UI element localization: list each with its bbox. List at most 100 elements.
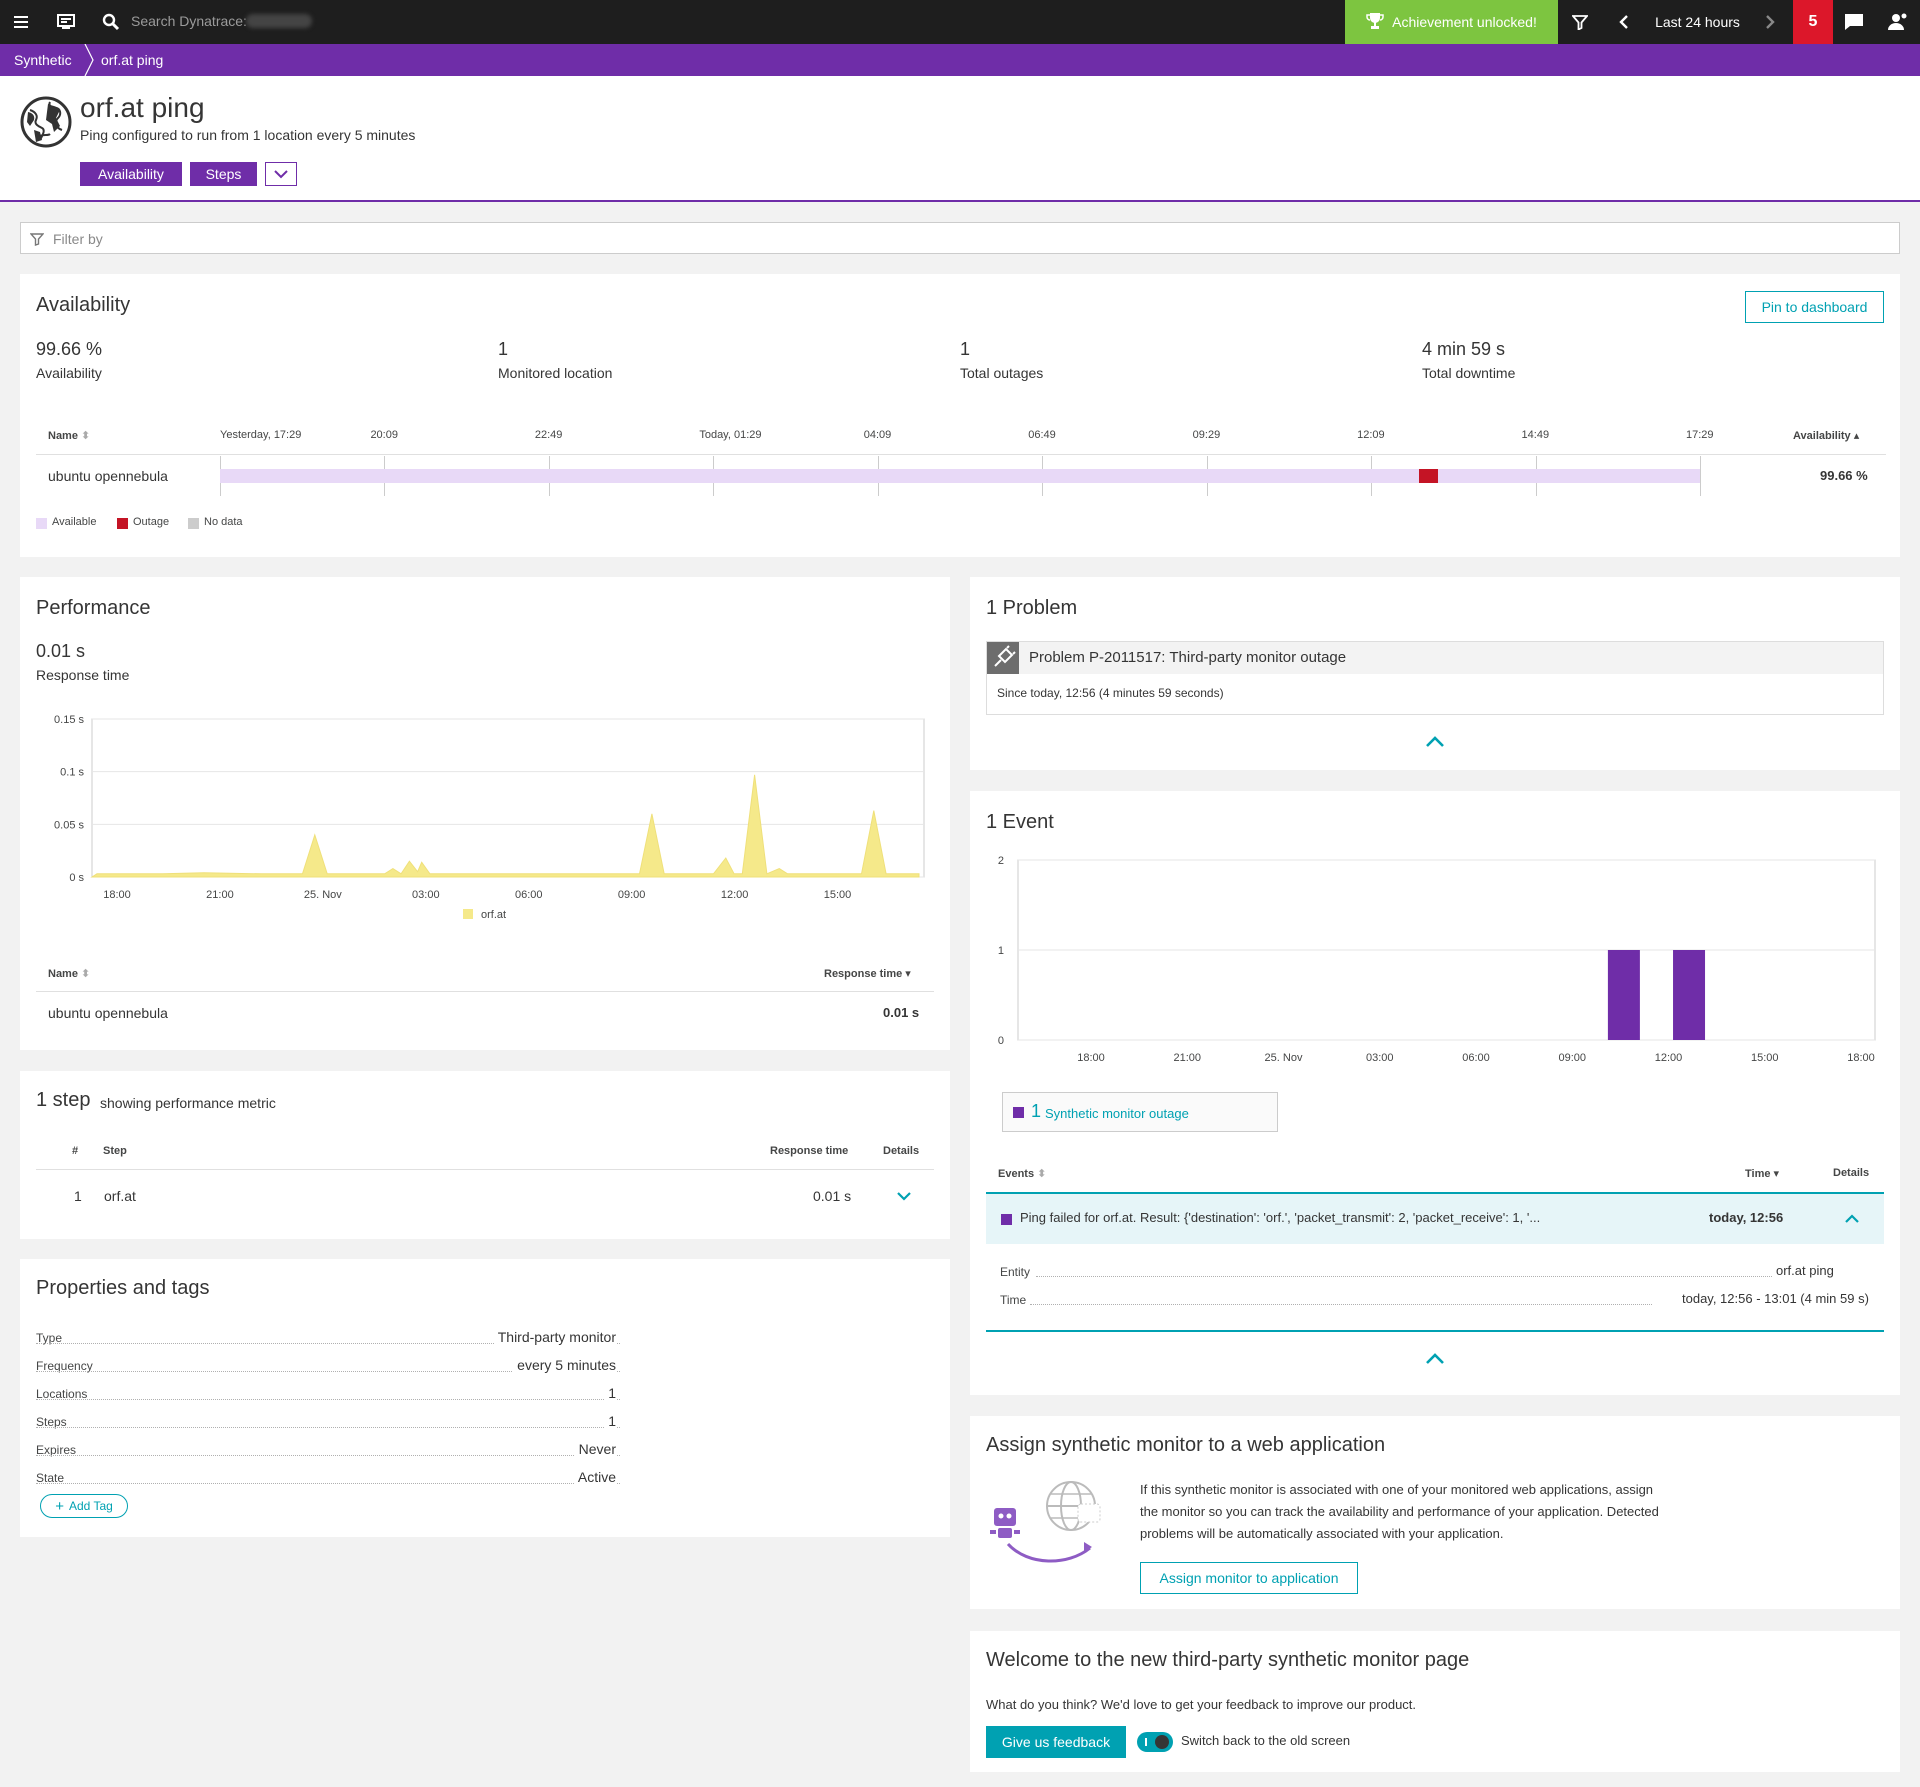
table-divider xyxy=(36,991,934,992)
x-tick-label: 06:00 xyxy=(515,889,543,901)
timeline-tick-label: 22:49 xyxy=(534,429,563,441)
steps-title: 1 step xyxy=(36,1089,91,1111)
switch-old-screen-toggle[interactable] xyxy=(1137,1732,1173,1752)
timeframe-selector[interactable]: Last 24 hours xyxy=(1655,14,1740,30)
chevron-up-icon[interactable] xyxy=(1425,1351,1445,1365)
menu-icon[interactable] xyxy=(8,0,36,44)
chevron-down-icon xyxy=(274,170,288,179)
event-entity-label: Entity xyxy=(1000,1265,1031,1279)
perf-col-response[interactable]: Response time ▾ xyxy=(824,968,911,980)
y-tick-label: 0.15 s xyxy=(54,714,84,726)
y-tick-label: 0.05 s xyxy=(54,819,84,831)
dotted-leader xyxy=(1030,1304,1652,1305)
user-icon[interactable] xyxy=(1884,0,1912,44)
chevron-right-icon[interactable] xyxy=(1758,0,1782,44)
steps-col-response: Response time xyxy=(770,1145,849,1157)
breadcrumb-synthetic[interactable]: Synthetic xyxy=(14,52,72,68)
chart-frame xyxy=(91,718,925,878)
page-header: orf.at ping Ping configured to run from … xyxy=(0,76,1920,202)
chevron-up-icon[interactable] xyxy=(1844,1212,1860,1224)
legend-available-swatch xyxy=(36,518,47,529)
x-tick-label: 25. Nov xyxy=(1265,1052,1303,1064)
legend-nodata-swatch xyxy=(188,518,199,529)
col-name-header[interactable]: Name ⬍ xyxy=(48,430,91,442)
plus-icon: + xyxy=(55,1497,64,1515)
property-label: Type xyxy=(36,1331,63,1345)
breadcrumb: Synthetic orf.at ping xyxy=(0,44,1920,76)
step-row-value: 0.01 s xyxy=(813,1188,852,1204)
problem-count-badge[interactable]: 5 xyxy=(1793,0,1833,44)
x-tick-label: 21:00 xyxy=(206,889,234,901)
legend-nodata: No data xyxy=(204,516,243,528)
filter-icon[interactable] xyxy=(1568,0,1592,44)
x-tick-label: 18:00 xyxy=(1077,1052,1105,1064)
legend-swatch xyxy=(463,909,473,919)
step-row-name[interactable]: orf.at xyxy=(104,1188,136,1204)
x-tick-label: 12:00 xyxy=(721,889,749,901)
achievement-label: Achievement unlocked! xyxy=(1392,14,1537,30)
event-card: 1 Event 2 1 0 18:00 21:00 25. Nov 03:00 06:00 09… xyxy=(970,791,1900,1395)
filter-bar[interactable]: Filter by xyxy=(20,222,1900,254)
x-tick-label: 25. Nov xyxy=(304,889,342,901)
events-col-events[interactable]: Events ⬍ xyxy=(998,1168,1047,1180)
availability-row-name[interactable]: ubuntu opennebula xyxy=(48,468,168,484)
events-col-time[interactable]: Time ▾ xyxy=(1745,1168,1780,1180)
kpi-availability-label: Availability xyxy=(36,365,102,381)
property-label: Expires xyxy=(36,1443,77,1457)
steps-col-num: # xyxy=(72,1145,79,1157)
timeline-tick-label: Yesterday, 17:29 xyxy=(220,429,302,441)
x-tick-label: 09:00 xyxy=(1558,1052,1586,1064)
event-bar xyxy=(1607,950,1640,1040)
event-row-text: Ping failed for orf.at. Result: {'destin… xyxy=(1020,1210,1541,1225)
x-tick-label: 03:00 xyxy=(1366,1052,1394,1064)
x-tick-label: 09:00 xyxy=(618,889,646,901)
breadcrumb-current[interactable]: orf.at ping xyxy=(101,52,164,68)
event-chart[interactable]: 2 1 0 18:00 21:00 25. Nov 03:00 06:00 09:00 12:00… xyxy=(970,846,1900,1076)
problem-name[interactable]: Problem P-2011517: Third-party monitor o… xyxy=(1029,649,1347,666)
timeline-tick-label: 14:49 xyxy=(1521,429,1550,441)
event-row[interactable]: Ping failed for orf.at. Result: {'destin… xyxy=(986,1194,1884,1244)
achievement-banner[interactable]: Achievement unlocked! xyxy=(1345,0,1558,44)
perf-col-name[interactable]: Name ⬍ xyxy=(48,968,91,980)
welcome-card: Welcome to the new third-party synthetic… xyxy=(970,1631,1900,1772)
chat-icon[interactable] xyxy=(1840,0,1868,44)
problem-item[interactable]: Problem P-2011517: Third-party monitor o… xyxy=(986,641,1884,715)
search-icon[interactable] xyxy=(98,0,124,44)
property-label: Steps xyxy=(36,1415,67,1429)
timeline-tick-label: 09:29 xyxy=(1192,429,1221,441)
y-tick-label: 2 xyxy=(998,855,1004,867)
trophy-icon xyxy=(1366,12,1384,33)
response-time-label: Response time xyxy=(36,667,130,683)
timeline-tick-label: 06:49 xyxy=(1028,429,1056,441)
page-title: orf.at ping xyxy=(80,92,205,123)
chevron-up-icon[interactable] xyxy=(1425,734,1445,748)
steps-col-details: Details xyxy=(883,1145,920,1157)
response-time-chart[interactable]: 0.15 s 0.1 s 0.05 s 0 s 18:00 21:00 25. Nov 03:… xyxy=(20,707,950,927)
page-subtitle: Ping configured to run from 1 location e… xyxy=(80,127,416,143)
assign-monitor-button[interactable]: Assign monitor to application xyxy=(1140,1562,1358,1594)
add-tag-button[interactable]: + Add Tag xyxy=(40,1494,128,1518)
availability-row-value: 99.66 % xyxy=(1820,468,1868,483)
outage-marker[interactable] xyxy=(1418,469,1438,483)
property-value: 1 xyxy=(604,1385,616,1401)
chevron-down-icon[interactable] xyxy=(896,1191,912,1203)
event-entity-value[interactable]: orf.at ping xyxy=(1776,1263,1834,1278)
event-row-time: today, 12:56 xyxy=(1709,1210,1784,1225)
col-availability-header[interactable]: Availability ▴ xyxy=(1793,430,1860,442)
property-label: State xyxy=(36,1471,65,1485)
dotted-leader xyxy=(36,1371,620,1372)
dashboard-icon[interactable] xyxy=(52,0,80,44)
more-tabs-button[interactable] xyxy=(265,162,297,186)
legend-label: orf.at xyxy=(481,909,506,921)
problem-since: Since today, 12:56 (4 minutes 59 seconds… xyxy=(997,686,1224,700)
tab-availability[interactable]: Availability xyxy=(80,162,182,186)
tab-steps[interactable]: Steps xyxy=(190,162,257,186)
chevron-left-icon[interactable] xyxy=(1612,0,1636,44)
give-feedback-button[interactable]: Give us feedback xyxy=(986,1726,1126,1758)
event-legend[interactable]: 1 Synthetic monitor outage xyxy=(1002,1092,1278,1132)
search-input[interactable]: Search Dynatrace: xyxy=(131,13,247,29)
pin-to-dashboard-button[interactable]: Pin to dashboard xyxy=(1745,291,1884,323)
perf-row-name[interactable]: ubuntu opennebula xyxy=(48,1005,168,1021)
kpi-outages-label: Total outages xyxy=(960,365,1044,381)
